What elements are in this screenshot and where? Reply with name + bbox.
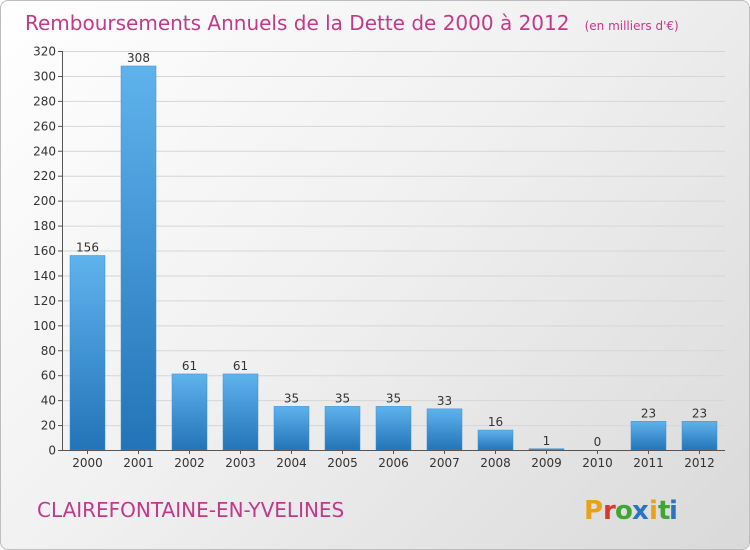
- value-label-2010: 0: [594, 435, 602, 449]
- bar-2009: [528, 448, 565, 451]
- chart-title-unit: (en milliers d'€): [585, 19, 679, 33]
- value-label-2004: 35: [284, 391, 299, 405]
- bar-2005: [324, 406, 361, 451]
- x-tick-label: 2003: [225, 456, 256, 470]
- chart-title-main: Remboursements Annuels de la Dette de 20…: [25, 11, 569, 35]
- value-label-2009: 1: [543, 434, 551, 448]
- chart-title: Remboursements Annuels de la Dette de 20…: [25, 11, 679, 35]
- y-tick-label: 300: [33, 69, 56, 83]
- x-tick-label: 2008: [480, 456, 511, 470]
- y-tick-labels: 0 20 40 60 80 100 120 140 160 180 200 220 240 260 280 3…: [33, 45, 56, 458]
- proxiti-logo-letter: i: [649, 496, 658, 526]
- x-tick-label: 2002: [174, 456, 205, 470]
- value-label-2005: 35: [335, 391, 350, 405]
- x-tick-label: 2004: [276, 456, 307, 470]
- bar-2008: [477, 429, 514, 451]
- bar-2007: [426, 408, 463, 451]
- y-tick-label: 260: [33, 119, 56, 133]
- y-tick-label: 180: [33, 219, 56, 233]
- x-tick-label: 2005: [327, 456, 358, 470]
- bar-2011: [630, 421, 667, 451]
- value-label-2011: 23: [641, 406, 656, 420]
- axes: [58, 51, 725, 454]
- value-label-2000: 156: [76, 240, 99, 254]
- bar-2001: [120, 65, 157, 451]
- proxiti-logo-letter: i: [669, 496, 678, 526]
- y-tick-label: 160: [33, 244, 56, 258]
- value-label-2002: 61: [182, 359, 197, 373]
- value-label-2008: 16: [488, 415, 503, 429]
- bar-2012: [681, 421, 718, 451]
- value-labels: 156 308 61 61 35 35 35 33 16 1 0 23 23: [76, 51, 707, 449]
- proxiti-logo-letter: r: [603, 496, 616, 526]
- y-tick-label: 280: [33, 94, 56, 108]
- y-tick-label: 60: [41, 369, 56, 383]
- y-tick-label: 240: [33, 144, 56, 158]
- proxiti-logo-letter: x: [632, 496, 649, 526]
- x-tick-label: 2012: [684, 456, 715, 470]
- x-tick-label: 2011: [633, 456, 664, 470]
- value-label-2001: 308: [127, 51, 150, 65]
- bar-2006: [375, 406, 412, 451]
- y-tick-label: 200: [33, 194, 56, 208]
- bar-2004: [273, 406, 310, 451]
- x-tick-label: 2007: [429, 456, 460, 470]
- x-tick-labels: 2000 2001 2002 2003 2004 2005 2006 2007 2008 2009…: [72, 456, 715, 470]
- x-tick-label: 2006: [378, 456, 409, 470]
- value-label-2006: 35: [386, 391, 401, 405]
- y-tick-label: 20: [41, 419, 56, 433]
- x-tick-label: 2000: [72, 456, 103, 470]
- y-tick-label: 120: [33, 294, 56, 308]
- proxiti-logo-letter: t: [658, 496, 670, 526]
- value-label-2012: 23: [692, 406, 707, 420]
- y-tick-label: 320: [33, 45, 56, 59]
- x-tick-label: 2001: [123, 456, 154, 470]
- x-tick-label: 2009: [531, 456, 562, 470]
- proxiti-logo-letter: P: [584, 496, 603, 526]
- value-label-2007: 33: [437, 394, 452, 408]
- bar-2002: [171, 373, 208, 451]
- bars: [69, 65, 718, 451]
- bar-2000: [69, 255, 106, 451]
- grid-lines: [62, 51, 725, 427]
- commune-name: CLAIREFONTAINE-EN-YVELINES: [37, 498, 344, 522]
- x-tick-label: 2010: [582, 456, 613, 470]
- y-tick-label: 220: [33, 169, 56, 183]
- y-tick-label: 100: [33, 319, 56, 333]
- y-tick-label: 80: [41, 344, 56, 358]
- bar-2003: [222, 373, 259, 451]
- y-tick-label: 140: [33, 269, 56, 283]
- y-tick-label: 40: [41, 394, 56, 408]
- value-label-2003: 61: [233, 359, 248, 373]
- proxiti-logo-letter: o: [615, 496, 633, 526]
- y-tick-label: 0: [48, 444, 56, 458]
